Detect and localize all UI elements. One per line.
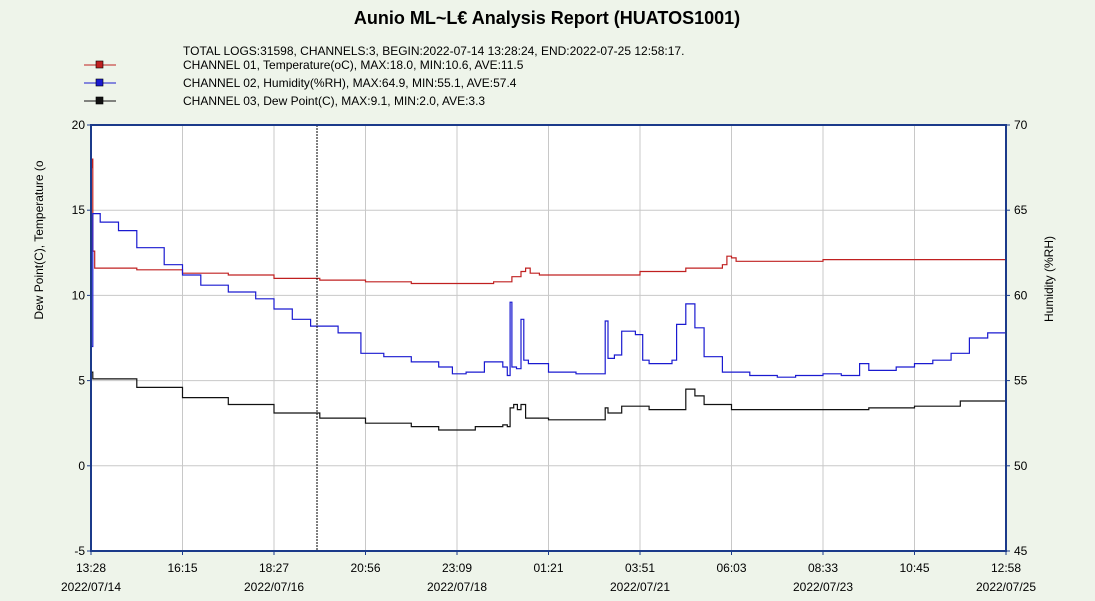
x-tick-time: 06:03 (716, 561, 746, 575)
y-tick-label-right: 70 (1014, 118, 1028, 132)
x-tick-time: 13:28 (76, 561, 106, 575)
x-tick-time: 18:27 (259, 561, 289, 575)
legend-marker (95, 78, 104, 87)
y-axis-right-label: Humidity (%RH) (1042, 236, 1056, 322)
y-tick-label-left: -5 (74, 544, 85, 558)
x-axis: 13:28 2022/07/14 16:15 18:27 2022/07/16 20:56… (61, 551, 1036, 594)
y-tick-label-right: 65 (1014, 203, 1028, 217)
legend-item: CHANNEL 03, Dew Point(C), MAX:9.1, MIN:2… (84, 94, 485, 108)
x-tick-date: 2022/07/14 (61, 580, 121, 594)
legend-label: CHANNEL 02, Humidity(%RH), MAX:64.9, MIN… (183, 76, 517, 90)
series-line (91, 213, 1007, 378)
y-tick-label-right: 60 (1014, 288, 1028, 302)
x-tick-date: 2022/07/18 (427, 580, 487, 594)
y-tick-label-left: 15 (72, 203, 86, 217)
y-axis-left-label: Dew Point(C), Temperature (o (32, 160, 46, 319)
y-tick-label-right: 55 (1014, 374, 1028, 388)
y-tick-label-left: 10 (72, 288, 86, 302)
x-tick-time: 23:09 (442, 561, 472, 575)
y-tick-label-right: 45 (1014, 544, 1028, 558)
legend-label: CHANNEL 03, Dew Point(C), MAX:9.1, MIN:2… (183, 94, 485, 108)
y-tick-label-left: 5 (78, 374, 85, 388)
legend-item: CHANNEL 02, Humidity(%RH), MAX:64.9, MIN… (84, 76, 517, 90)
x-tick-time: 10:45 (899, 561, 929, 575)
x-tick-date: 2022/07/23 (793, 580, 853, 594)
x-tick-date: 2022/07/21 (610, 580, 670, 594)
legend: CHANNEL 01, Temperature(oC), MAX:18.0, M… (84, 58, 524, 108)
y-tick-label-left: 20 (72, 118, 86, 132)
x-tick-time: 01:21 (533, 561, 563, 575)
legend-label: CHANNEL 01, Temperature(oC), MAX:18.0, M… (183, 58, 524, 72)
x-tick-time: 20:56 (350, 561, 380, 575)
series-line (91, 371, 1007, 431)
x-tick-date: 2022/07/16 (244, 580, 304, 594)
series-line (91, 158, 1006, 285)
series-layer (91, 158, 1007, 431)
x-tick-date: 2022/07/25 (976, 580, 1036, 594)
x-tick-time: 16:15 (167, 561, 197, 575)
chart-summary: TOTAL LOGS:31598, CHANNELS:3, BEGIN:2022… (183, 44, 684, 58)
y-axis-left: 20 15 10 5 0 -5 (72, 118, 91, 558)
y-axis-right: 70 65 60 55 50 45 (1006, 118, 1028, 558)
x-tick-time: 03:51 (625, 561, 655, 575)
legend-item: CHANNEL 01, Temperature(oC), MAX:18.0, M… (84, 58, 524, 72)
legend-marker (95, 60, 104, 69)
legend-marker (95, 96, 104, 105)
chart-title: Aunio ML~L€ Analysis Report (HUATOS1001) (354, 8, 740, 28)
y-tick-label-right: 50 (1014, 459, 1028, 473)
x-tick-time: 08:33 (808, 561, 838, 575)
x-tick-time: 12:58 (991, 561, 1021, 575)
y-tick-label-left: 0 (78, 459, 85, 473)
